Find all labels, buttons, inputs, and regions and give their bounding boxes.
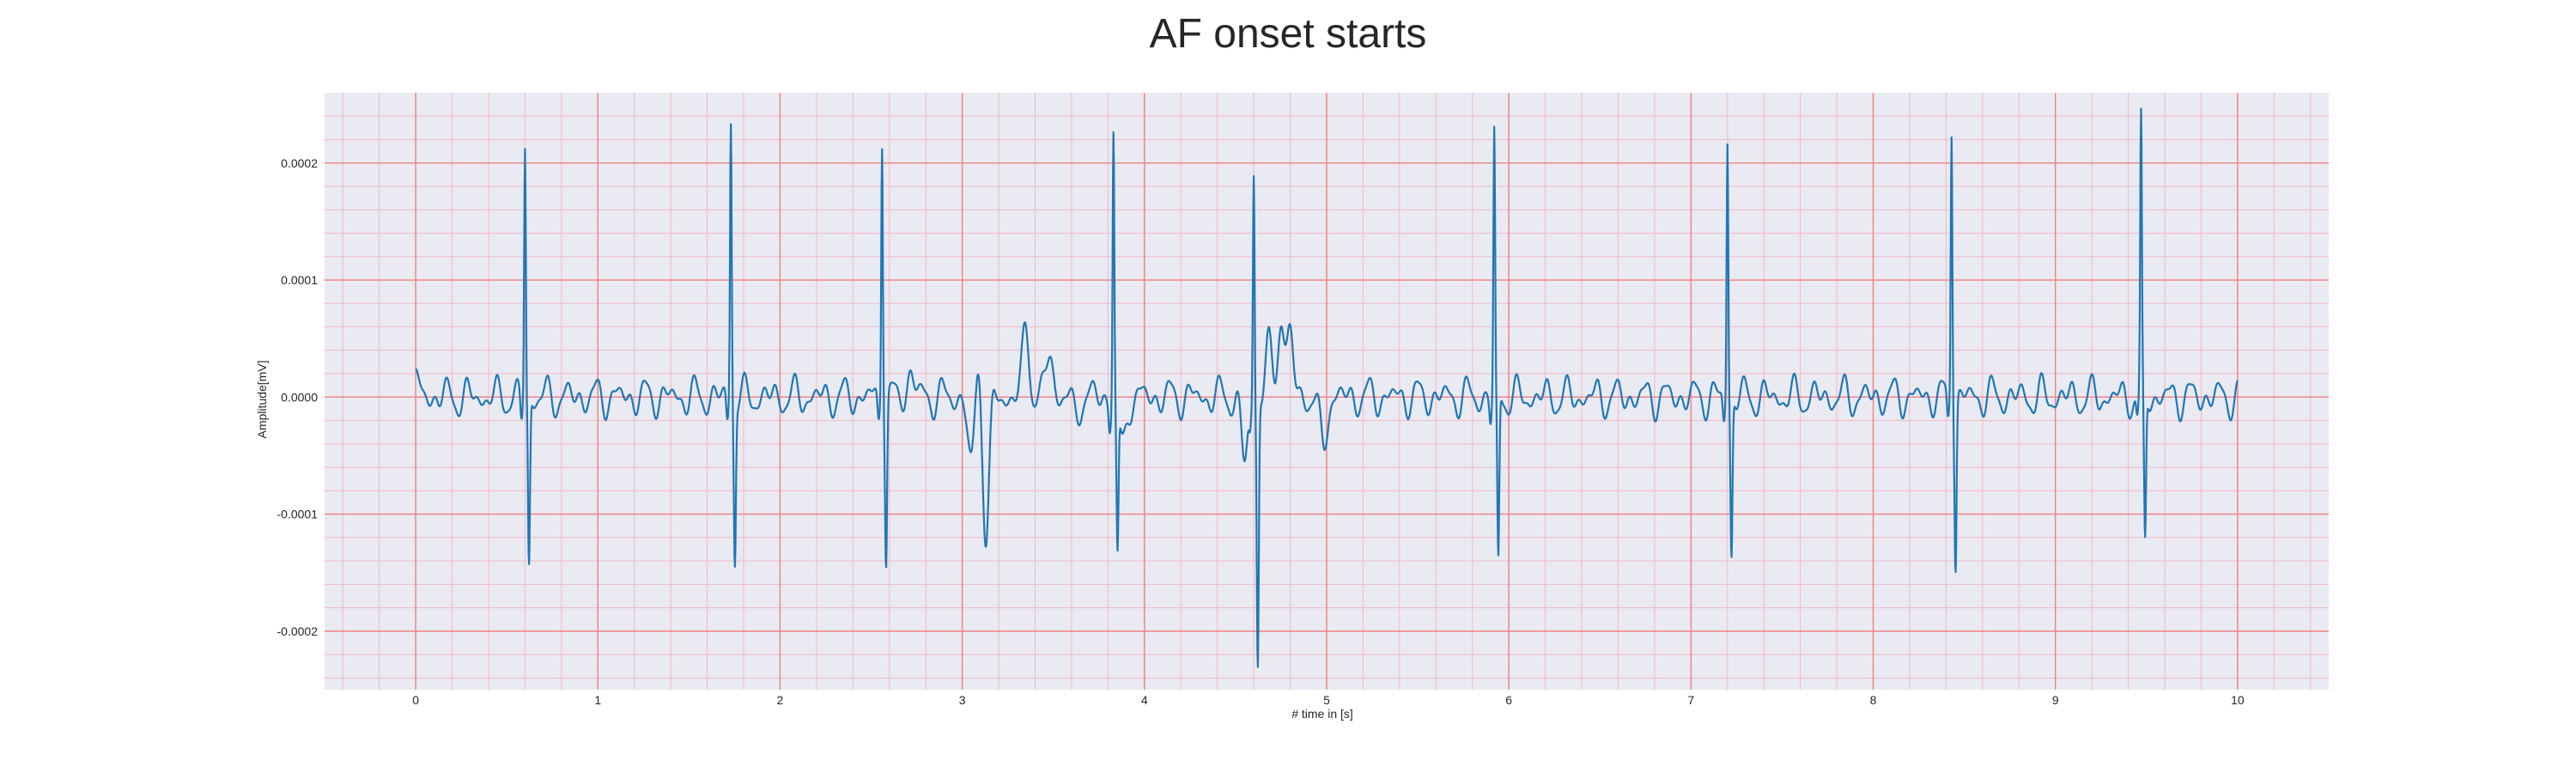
- y-tick-label: -0.0002: [277, 624, 319, 638]
- x-tick-label: 5: [1323, 693, 1330, 707]
- x-tick-label: 2: [777, 693, 784, 707]
- x-tick-label: 9: [2052, 693, 2059, 707]
- y-tick-label: 0.0000: [281, 390, 318, 404]
- x-tick-label: 3: [959, 693, 966, 707]
- x-tick-label: 10: [2231, 693, 2245, 707]
- y-axis-ticks: -0.0002 -0.0001 0.0000 0.0001 0.0002: [277, 156, 319, 638]
- y-tick-label: 0.0001: [281, 273, 318, 287]
- y-tick-label: -0.0001: [277, 508, 319, 521]
- x-axis-ticks: 0 1 2 3 4 5 6 7 8 9 10: [412, 693, 2245, 707]
- x-tick-label: 1: [594, 693, 601, 707]
- x-axis-label: # time in [s]: [1291, 707, 1353, 721]
- x-tick-label: 6: [1505, 693, 1512, 707]
- x-tick-label: 4: [1141, 693, 1148, 707]
- x-tick-label: 0: [412, 693, 419, 707]
- chart-title: AF onset starts: [1150, 11, 1427, 57]
- y-axis-label: Amplitude[mV]: [255, 360, 269, 438]
- x-tick-label: 7: [1687, 693, 1694, 707]
- x-tick-label: 8: [1870, 693, 1877, 707]
- y-tick-label: 0.0002: [281, 156, 318, 170]
